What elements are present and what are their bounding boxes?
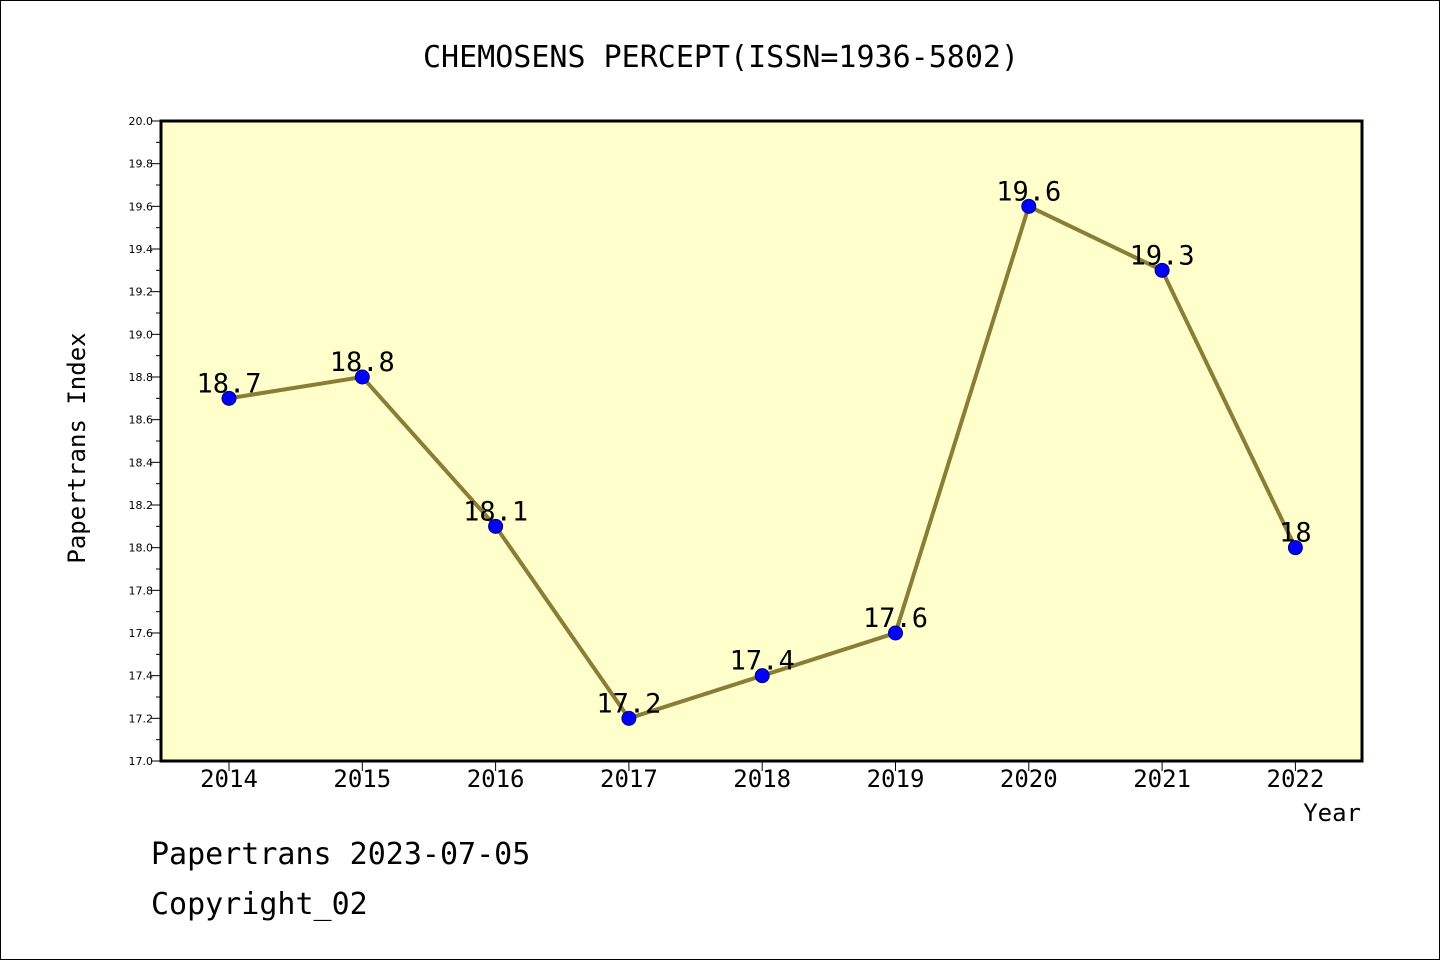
data-label: 19.3: [1130, 240, 1195, 271]
data-label: 17.6: [863, 603, 928, 634]
x-tick-label: 2021: [1133, 765, 1191, 793]
y-tick-label: 18.6: [129, 414, 154, 427]
plot-area: [161, 121, 1362, 761]
y-tick-label: 17.8: [129, 584, 154, 597]
y-tick-label: 17.6: [129, 627, 154, 640]
y-tick-label: 18.2: [129, 499, 154, 512]
data-label: 18.7: [196, 368, 261, 399]
data-point-marker: [1021, 198, 1037, 214]
y-tick-label: 17.0: [129, 755, 154, 768]
data-label: 19.6: [996, 176, 1061, 207]
y-tick-label: 17.2: [129, 712, 154, 725]
y-tick-label: 19.8: [129, 158, 154, 171]
data-point-marker: [354, 369, 370, 385]
x-tick-label: 2017: [600, 765, 658, 793]
chart-title: CHEMOSENS PERCEPT(ISSN=1936-5802): [423, 40, 1019, 75]
x-tick-label: 2019: [867, 765, 925, 793]
x-tick-label: 2022: [1267, 765, 1325, 793]
data-point-marker: [888, 625, 903, 641]
series-layer: 18.7 18.8 18.1 17.2 17.4 17.6 19.6 19.3 18: [196, 176, 1312, 726]
y-tick-label: 19.6: [129, 200, 154, 213]
y-tick-label: 19.2: [129, 286, 154, 299]
y-tick-label: 19.0: [129, 328, 154, 341]
data-label: 18.1: [463, 496, 528, 527]
y-tick-label: 18.4: [129, 456, 154, 469]
data-label: 18: [1279, 518, 1312, 549]
plot-border: [159, 119, 1364, 763]
y-axis-tick-labels: 17.0 17.2 17.4 17.6 17.8 18.0 18.2 18.4 18.6 18.8…: [129, 115, 154, 768]
y-tick-label: 18.8: [129, 371, 154, 384]
footer-date-line: Papertrans 2023-07-05: [151, 837, 531, 872]
x-tick-label: 2016: [467, 765, 525, 793]
y-tick-label: 18.0: [129, 542, 154, 555]
data-label: 17.2: [596, 688, 661, 719]
data-point-marker: [221, 390, 237, 406]
y-tick-label: 19.4: [129, 243, 154, 256]
data-point-marker: [621, 710, 637, 726]
x-axis-tick-labels: 2014 2015 2016 2017 2018 2019 2020 2021 2022: [200, 765, 1324, 793]
data-point-marker: [488, 518, 504, 534]
x-tick-label: 2015: [333, 765, 391, 793]
y-axis-label: Papertrans Index: [63, 332, 91, 563]
data-point-marker: [754, 668, 770, 684]
data-label: 18.8: [330, 347, 395, 378]
y-tick-label: 17.4: [129, 670, 154, 683]
x-axis-label: Year: [1303, 799, 1361, 827]
x-tick-label: 2018: [733, 765, 791, 793]
data-point-marker: [1287, 540, 1303, 556]
footer-copyright-line: Copyright_02: [151, 887, 368, 922]
x-axis-ticks: [228, 761, 1296, 771]
x-tick-label: 2014: [200, 765, 258, 793]
y-tick-label: 20.0: [129, 115, 154, 128]
data-label: 17.4: [730, 646, 795, 677]
x-tick-label: 2020: [1000, 765, 1058, 793]
data-point-marker: [1154, 262, 1170, 278]
